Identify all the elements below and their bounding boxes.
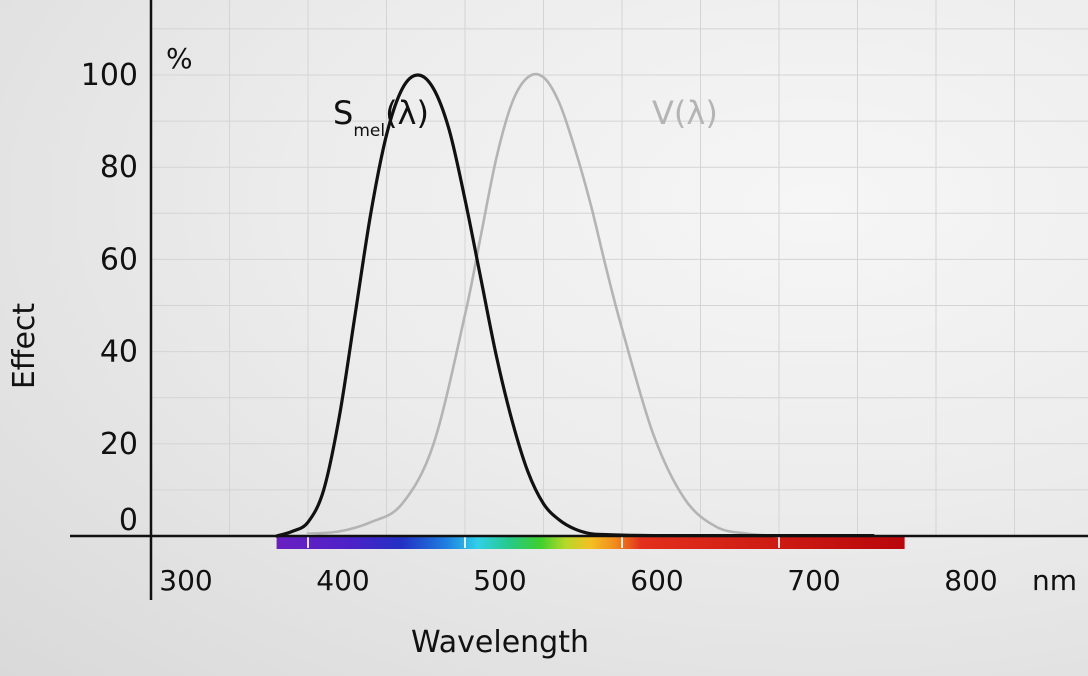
x-tick-label: 500 <box>473 564 526 597</box>
y-tick-label: 0 <box>119 503 138 538</box>
grid-lines <box>150 0 1088 536</box>
x-tick-label: 700 <box>787 564 840 597</box>
smel-series-label: Smel(λ) <box>333 94 429 141</box>
x-tick-label: 400 <box>316 564 369 597</box>
smel-label-sub: mel <box>353 121 385 141</box>
spectrum-band <box>276 535 905 549</box>
x-tick-label: 600 <box>630 564 683 597</box>
y-axis-title: Effect <box>7 303 42 390</box>
smel-series-line <box>275 73 875 538</box>
y-tick-label: 100 <box>81 58 138 93</box>
v-lambda-series-label: V(λ) <box>652 94 718 132</box>
y-unit-label: % <box>166 42 193 75</box>
v-lambda-series-line <box>306 72 781 538</box>
y-tick-label: 80 <box>100 150 138 185</box>
y-tick-label: 60 <box>100 242 138 277</box>
y-tick-label: 20 <box>100 427 138 462</box>
smel-label-main: S <box>333 94 353 132</box>
x-tick-label: 300 <box>159 564 212 597</box>
x-tick-label: 800 <box>944 564 997 597</box>
y-tick-label: 40 <box>100 335 138 370</box>
series-layer <box>275 72 875 538</box>
x-axis-title: Wavelength <box>411 625 589 660</box>
smel-label-tail: (λ) <box>385 94 429 132</box>
tick-labels: 0 20 40 60 80 100 300 400 500 600 700 800 <box>81 58 998 597</box>
x-unit-label: nm <box>1032 564 1077 597</box>
visible-spectrum-bar <box>276 535 905 549</box>
